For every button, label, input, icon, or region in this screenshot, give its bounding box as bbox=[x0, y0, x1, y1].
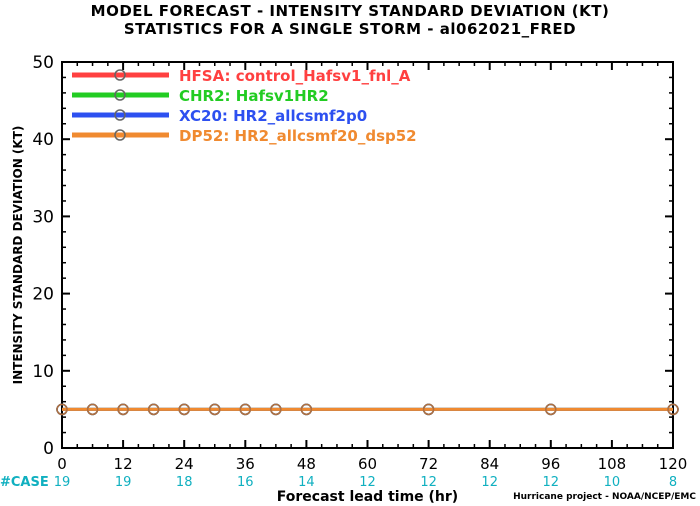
x-axis-label: Forecast lead time (hr) bbox=[277, 489, 458, 505]
x-tick-label: 96 bbox=[541, 455, 560, 473]
series-point bbox=[209, 403, 221, 416]
series-point bbox=[86, 403, 99, 416]
case-count: 12 bbox=[543, 475, 560, 490]
x-tick-label: 60 bbox=[358, 455, 377, 473]
case-label: #CASE bbox=[0, 475, 49, 490]
series-point bbox=[178, 403, 190, 416]
series-point bbox=[422, 403, 435, 416]
legend-marker bbox=[114, 109, 126, 121]
case-count: 19 bbox=[54, 475, 71, 490]
case-count: 8 bbox=[669, 475, 677, 490]
y-tick-label: 0 bbox=[43, 439, 54, 459]
y-tick-label: 10 bbox=[32, 362, 54, 382]
case-count: 19 bbox=[115, 475, 132, 490]
chart-title: MODEL FORECAST - INTENSITY STANDARD DEVI… bbox=[90, 2, 610, 20]
x-tick-label: 24 bbox=[175, 455, 194, 473]
legend-marker bbox=[114, 69, 126, 81]
x-tick-label: 84 bbox=[480, 455, 499, 473]
legend-label: CHR2: Hafsv1HR2 bbox=[179, 87, 329, 105]
series-point bbox=[270, 403, 282, 416]
y-axis-label: INTENSITY STANDARD DEVIATION (KT) bbox=[11, 126, 25, 385]
chart-subtitle: STATISTICS FOR A SINGLE STORM - al062021… bbox=[123, 20, 577, 38]
y-tick-label: 50 bbox=[32, 53, 54, 73]
x-tick-label: 72 bbox=[419, 455, 438, 473]
y-tick-label: 40 bbox=[32, 130, 54, 150]
case-count: 12 bbox=[420, 475, 437, 490]
series-point bbox=[667, 403, 679, 416]
case-count: 12 bbox=[481, 475, 498, 490]
series-point bbox=[239, 403, 252, 416]
series-point bbox=[117, 403, 129, 416]
legend-label: DP52: HR2_allcsmf20_dsp52 bbox=[179, 127, 417, 145]
case-count: 18 bbox=[176, 475, 193, 490]
x-tick-label: 12 bbox=[114, 455, 133, 473]
x-tick-label: 48 bbox=[297, 455, 316, 473]
series-point bbox=[545, 403, 557, 416]
legend-marker bbox=[114, 129, 126, 141]
case-count: 10 bbox=[604, 475, 621, 490]
x-tick-label: 36 bbox=[236, 455, 255, 473]
series-point bbox=[300, 403, 313, 416]
legend-label: HFSA: control_Hafsv1_fnl_A bbox=[179, 67, 411, 85]
case-count: 16 bbox=[237, 475, 254, 490]
series-point bbox=[56, 403, 68, 416]
x-tick-label: 108 bbox=[598, 455, 627, 473]
plot-frame bbox=[61, 61, 674, 449]
case-count: 12 bbox=[359, 475, 376, 490]
x-tick-label: 120 bbox=[659, 455, 688, 473]
legend-label: XC20: HR2_allcsmf2p0 bbox=[179, 107, 367, 125]
case-count: 14 bbox=[298, 475, 315, 490]
y-tick-label: 20 bbox=[32, 285, 54, 305]
legend-marker bbox=[114, 89, 126, 101]
x-tick-label: 0 bbox=[57, 455, 67, 473]
credit-text: Hurricane project - NOAA/NCEP/EMC bbox=[513, 492, 696, 502]
series-point bbox=[147, 403, 160, 416]
y-tick-label: 30 bbox=[32, 207, 54, 227]
